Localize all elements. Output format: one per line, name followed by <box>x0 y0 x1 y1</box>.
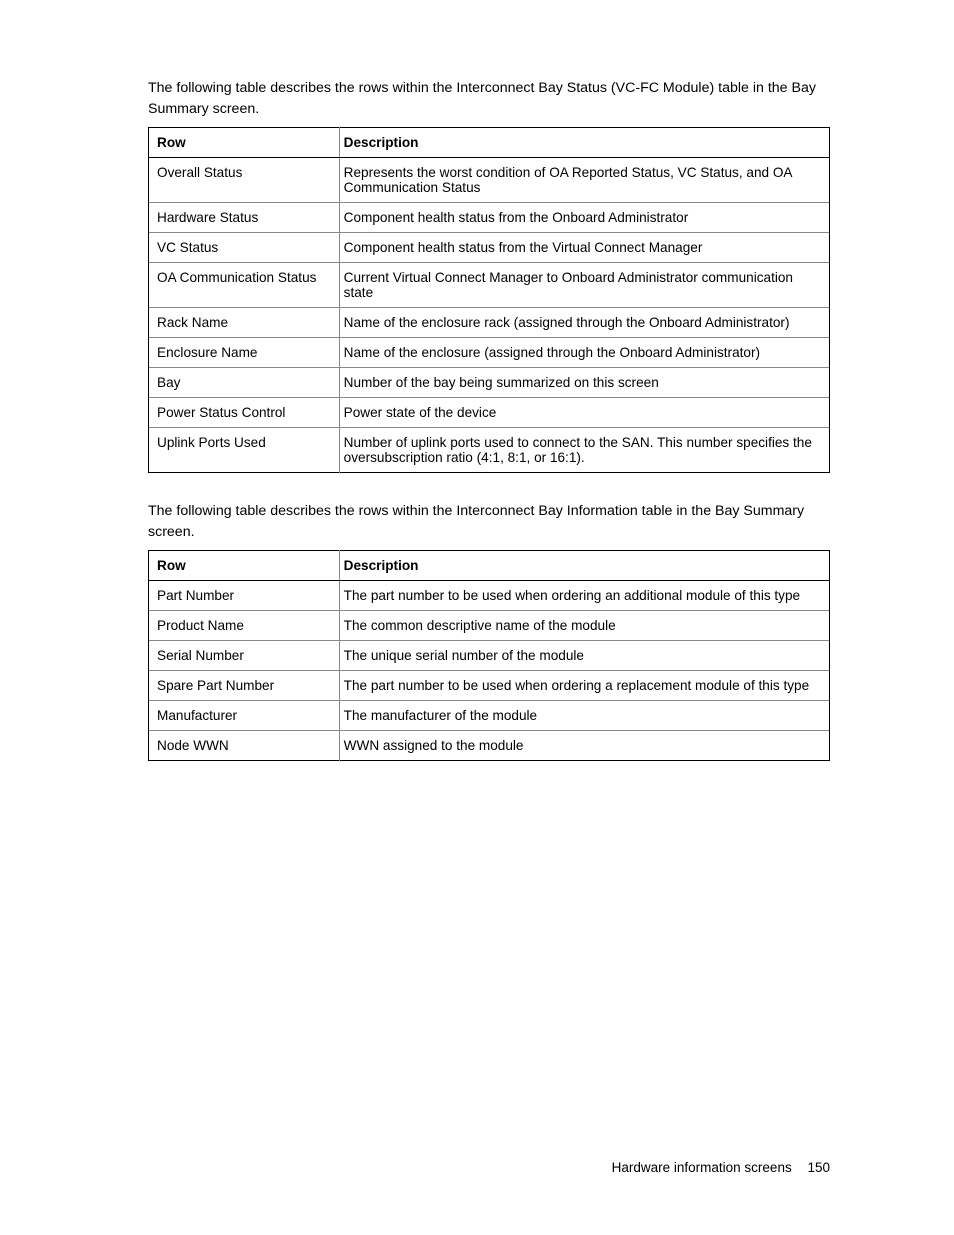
row-label: VC Status <box>149 233 340 263</box>
header-row-label: Row <box>149 551 340 581</box>
row-description: The unique serial number of the module <box>339 641 829 671</box>
table-row: OA Communication StatusCurrent Virtual C… <box>149 263 830 308</box>
header-description-label: Description <box>339 128 829 158</box>
row-description: Current Virtual Connect Manager to Onboa… <box>339 263 829 308</box>
row-label: Product Name <box>149 611 340 641</box>
table-header-row: Row Description <box>149 551 830 581</box>
row-label: Part Number <box>149 581 340 611</box>
table-row: Power Status ControlPower state of the d… <box>149 398 830 428</box>
row-description: Component health status from the Virtual… <box>339 233 829 263</box>
intro-paragraph-2: The following table describes the rows w… <box>148 501 830 542</box>
footer-page-number: 150 <box>807 1160 830 1175</box>
row-label: Uplink Ports Used <box>149 428 340 473</box>
row-label: Manufacturer <box>149 701 340 731</box>
document-page: The following table describes the rows w… <box>0 0 954 1235</box>
table-row: ManufacturerThe manufacturer of the modu… <box>149 701 830 731</box>
status-table: Row Description Overall StatusRepresents… <box>148 127 830 473</box>
row-label: Hardware Status <box>149 203 340 233</box>
row-label: Enclosure Name <box>149 338 340 368</box>
table-row: Hardware StatusComponent health status f… <box>149 203 830 233</box>
information-table: Row Description Part NumberThe part numb… <box>148 550 830 761</box>
table-row: Rack NameName of the enclosure rack (ass… <box>149 308 830 338</box>
row-description: Power state of the device <box>339 398 829 428</box>
row-label: Serial Number <box>149 641 340 671</box>
row-description: Name of the enclosure (assigned through … <box>339 338 829 368</box>
row-description: The part number to be used when ordering… <box>339 671 829 701</box>
header-row-label: Row <box>149 128 340 158</box>
footer-section-title: Hardware information screens <box>612 1160 792 1175</box>
row-label: Power Status Control <box>149 398 340 428</box>
row-label: Node WWN <box>149 731 340 761</box>
page-footer: Hardware information screens 150 <box>612 1160 830 1175</box>
row-label: Overall Status <box>149 158 340 203</box>
row-description: Name of the enclosure rack (assigned thr… <box>339 308 829 338</box>
row-description: WWN assigned to the module <box>339 731 829 761</box>
table-header-row: Row Description <box>149 128 830 158</box>
table-row: Spare Part NumberThe part number to be u… <box>149 671 830 701</box>
row-description: The common descriptive name of the modul… <box>339 611 829 641</box>
row-label: Rack Name <box>149 308 340 338</box>
row-description: The manufacturer of the module <box>339 701 829 731</box>
row-description: Represents the worst condition of OA Rep… <box>339 158 829 203</box>
table-row: VC StatusComponent health status from th… <box>149 233 830 263</box>
table-row: Part NumberThe part number to be used wh… <box>149 581 830 611</box>
header-description-label: Description <box>339 551 829 581</box>
row-label: Bay <box>149 368 340 398</box>
table-row: Node WWNWWN assigned to the module <box>149 731 830 761</box>
row-label: Spare Part Number <box>149 671 340 701</box>
table-row: BayNumber of the bay being summarized on… <box>149 368 830 398</box>
row-description: Component health status from the Onboard… <box>339 203 829 233</box>
table-row: Product NameThe common descriptive name … <box>149 611 830 641</box>
table-row: Enclosure NameName of the enclosure (ass… <box>149 338 830 368</box>
table-row: Overall StatusRepresents the worst condi… <box>149 158 830 203</box>
table-row: Serial NumberThe unique serial number of… <box>149 641 830 671</box>
table-row: Uplink Ports UsedNumber of uplink ports … <box>149 428 830 473</box>
row-description: Number of uplink ports used to connect t… <box>339 428 829 473</box>
intro-paragraph-1: The following table describes the rows w… <box>148 78 830 119</box>
row-label: OA Communication Status <box>149 263 340 308</box>
row-description: The part number to be used when ordering… <box>339 581 829 611</box>
row-description: Number of the bay being summarized on th… <box>339 368 829 398</box>
